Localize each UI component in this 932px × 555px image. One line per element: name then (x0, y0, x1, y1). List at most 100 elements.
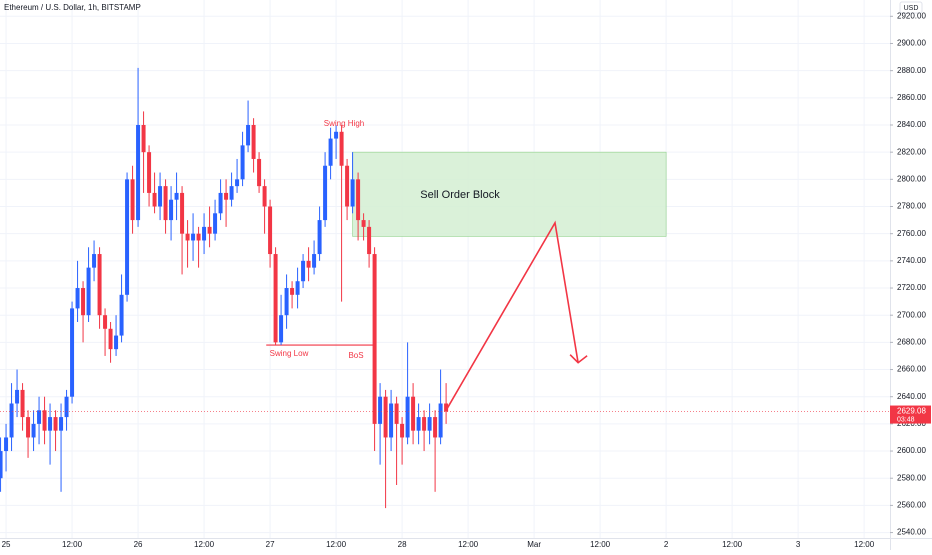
x-tick-label: 25 (2, 540, 11, 549)
candle-body (152, 192, 157, 207)
y-tick-label: 2780.00 (897, 202, 926, 211)
candle-body (444, 403, 449, 412)
candle-body (130, 179, 135, 221)
candle-body (75, 288, 80, 309)
candle-body (125, 179, 130, 295)
candle-body (97, 254, 102, 316)
x-tick-label: 12:00 (854, 540, 875, 549)
x-tick-label: 12:00 (194, 540, 215, 549)
candle-body (350, 179, 355, 207)
y-tick-label: 2920.00 (897, 11, 926, 20)
candle-body (81, 288, 86, 316)
candle-body (169, 199, 174, 221)
y-tick-label: 2560.00 (897, 501, 926, 510)
candle-body (235, 179, 240, 187)
y-tick-label: 2660.00 (897, 365, 926, 374)
candle-body (196, 233, 201, 241)
x-tick-label: 2 (664, 540, 669, 549)
candle-body (202, 226, 207, 241)
candle-body (361, 220, 366, 227)
candle-body (207, 226, 212, 234)
candle-body (20, 389, 25, 418)
candle-body (103, 315, 108, 329)
y-tick-label: 2700.00 (897, 310, 926, 319)
candle-body (53, 417, 58, 431)
y-tick-label: 2720.00 (897, 283, 926, 292)
y-tick-label: 2820.00 (897, 147, 926, 156)
candle-body (438, 403, 443, 438)
candle-body (268, 206, 273, 255)
x-tick-label: 12:00 (62, 540, 83, 549)
candle-body (185, 233, 190, 241)
candle-body (427, 417, 432, 431)
candle-body (284, 288, 289, 316)
candle-body (141, 124, 146, 153)
candle-body (290, 288, 295, 295)
last-price-tag (890, 405, 931, 424)
arrow-head (569, 354, 588, 364)
currency: USD (904, 5, 919, 12)
y-tick-label: 2880.00 (897, 66, 926, 75)
annotation: Swing Low (270, 349, 309, 358)
candle-body (86, 267, 91, 316)
candle-body (26, 417, 31, 438)
candle-body (251, 124, 256, 159)
candle-body (70, 308, 75, 397)
candle-body (108, 328, 113, 350)
order-block (352, 151, 667, 237)
candle-body (174, 192, 179, 200)
x-tick-label: 12:00 (722, 540, 743, 549)
order-block-label: Sell Order Block (420, 189, 500, 201)
x-tick-label: 3 (796, 540, 801, 549)
candle-body (180, 192, 185, 234)
axes: 2540.002560.002580.002600.002620.002640.… (2, 11, 931, 549)
candle-body (317, 220, 322, 255)
candle-body (416, 417, 421, 431)
y-tick-label: 2760.00 (897, 229, 926, 238)
candle-body (158, 186, 163, 207)
candle-body (389, 403, 394, 438)
candle-body (59, 417, 64, 431)
annotation: BoS (348, 351, 363, 360)
candle-body (114, 335, 119, 350)
candle-body (400, 423, 405, 438)
candle-body (295, 281, 300, 295)
candle-body (383, 396, 388, 438)
y-tick-label: 2580.00 (897, 473, 926, 482)
candle-body (191, 233, 196, 241)
candle-body (433, 417, 438, 438)
x-tick-label: Mar (527, 540, 541, 549)
candle-body (213, 213, 218, 234)
candle-body (378, 396, 383, 424)
y-tick-label: 2640.00 (897, 392, 926, 401)
candle-body (42, 410, 47, 431)
x-tick-label: 26 (134, 540, 143, 549)
candle-body (301, 260, 306, 282)
arrow-path (445, 220, 579, 411)
candle-body (323, 165, 328, 221)
y-tick-label: 2680.00 (897, 337, 926, 346)
x-tick-label: 12:00 (590, 540, 611, 549)
candle-body (372, 254, 377, 424)
candle-body (48, 417, 53, 431)
candle-body (163, 186, 168, 221)
chart-title: Ethereum / U.S. Dollar, 1h, BITSTAMP (4, 3, 141, 12)
candle-body (367, 226, 372, 255)
candle-body (334, 131, 339, 139)
y-tick-label: 2540.00 (897, 528, 926, 537)
candle-body (273, 254, 278, 343)
x-tick-label: 12:00 (458, 540, 479, 549)
x-tick-label: 12:00 (326, 540, 347, 549)
candle-body (218, 192, 223, 214)
candle-body (257, 158, 262, 187)
y-tick-label: 2860.00 (897, 93, 926, 102)
y-tick-label: 2800.00 (897, 174, 926, 183)
candle-body (339, 131, 344, 166)
candle-body (328, 138, 333, 166)
countdown: 03:48 (897, 416, 915, 423)
candle-body (119, 294, 124, 336)
candle-body (312, 254, 317, 268)
candle-body (356, 179, 361, 221)
candle-body (306, 260, 311, 268)
